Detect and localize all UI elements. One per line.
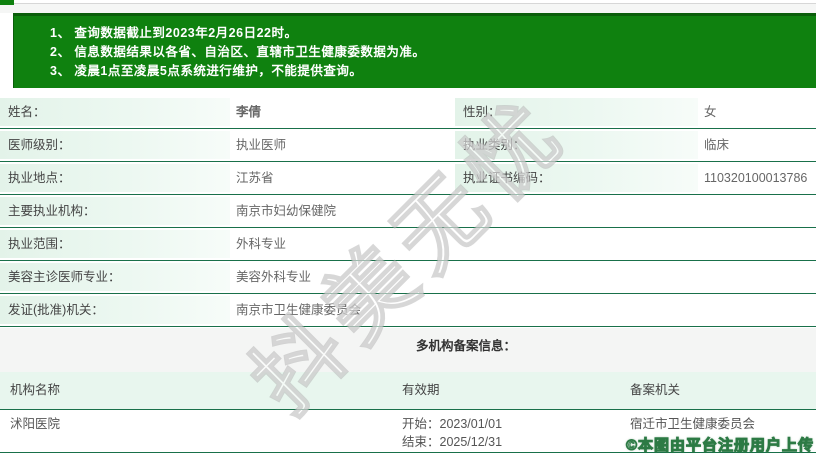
table-row-practice-scope: 执业范围： 外科专业 xyxy=(0,228,816,261)
certificate-number-value: 110320100013786 xyxy=(704,171,808,185)
table-row-main-institution: 主要执业机构： 南京市妇幼保健院 xyxy=(0,195,816,228)
doctor-level-value: 执业医师 xyxy=(236,138,287,152)
multi-org-data-row: 沭阳医院 开始：2023/01/01 结束：2025/12/31 宿迁市卫生健康… xyxy=(0,410,816,453)
top-background-strip xyxy=(0,4,816,13)
top-divider-line xyxy=(0,3,816,4)
practice-category-value: 临床 xyxy=(704,138,730,152)
gender-value: 女 xyxy=(704,105,717,119)
validity-end: 结束：2025/12/31 xyxy=(402,435,503,449)
cosmetic-specialty-label: 美容主诊医师专业： xyxy=(0,261,230,293)
notice-box: 1、 查询数据截止到2023年2月26日22时。 2、 信息数据结果以各省、自治… xyxy=(13,13,816,88)
table-row-cosmetic-specialty: 美容主诊医师专业： 美容外科专业 xyxy=(0,261,816,294)
validity-header: 有效期 xyxy=(402,383,440,397)
table-row-level-category: 医师级别： 执业医师 执业类别： 临床 xyxy=(0,129,816,162)
org-name-header: 机构名称 xyxy=(10,383,61,397)
main-institution-value: 南京市妇幼保健院 xyxy=(236,204,337,218)
notice-line-2: 2、 信息数据结果以各省、自治区、直辖市卫生健康委数据为准。 xyxy=(50,45,426,59)
practice-location-value: 江苏省 xyxy=(236,171,274,185)
filing-authority-value: 宿迁市卫生健康委员会 xyxy=(630,417,756,431)
validity-value: 开始：2023/01/01 结束：2025/12/31 xyxy=(390,410,620,452)
practice-scope-value: 外科专业 xyxy=(236,237,287,251)
issuing-authority-label: 发证(批准)机关： xyxy=(0,294,230,326)
cosmetic-specialty-value: 美容外科专业 xyxy=(236,270,312,284)
multi-org-header-row: 机构名称 有效期 备案机关 xyxy=(0,372,816,410)
org-name-value: 沭阳医院 xyxy=(10,417,61,431)
filing-authority-header: 备案机关 xyxy=(630,383,681,397)
doctor-level-label: 医师级别： xyxy=(0,129,230,161)
issuing-authority-value: 南京市卫生健康委员会 xyxy=(236,303,362,317)
multi-org-section-bar: 多机构备案信息： xyxy=(0,328,816,372)
table-row-issuing-authority: 发证(批准)机关： 南京市卫生健康委员会 xyxy=(0,294,816,327)
main-institution-label: 主要执业机构： xyxy=(0,195,230,227)
notice-line-1: 1、 查询数据截止到2023年2月26日22时。 xyxy=(50,26,298,40)
table-row-location-certno: 执业地点： 江苏省 执业证书编码： 110320100013786 xyxy=(0,162,816,195)
doctor-info-table: 姓名： 李倩 性别： 女 医师级别： 执业医师 执业类别： 临床 执业地点： 江… xyxy=(0,96,816,327)
validity-start: 开始：2023/01/01 xyxy=(402,417,503,431)
practice-category-label: 执业类别： xyxy=(455,129,698,161)
practice-location-label: 执业地点： xyxy=(0,162,230,194)
name-value: 李倩 xyxy=(236,105,262,119)
certificate-number-label: 执业证书编码： xyxy=(455,162,698,194)
name-label: 姓名： xyxy=(0,96,230,128)
top-left-accent xyxy=(0,0,14,5)
table-row-name-gender: 姓名： 李倩 性别： 女 xyxy=(0,96,816,129)
multi-org-section-title: 多机构备案信息： xyxy=(415,339,516,353)
practice-scope-label: 执业范围： xyxy=(0,228,230,260)
notice-line-3: 3、 凌晨1点至凌晨5点系统进行维护，不能提供查询。 xyxy=(50,64,363,78)
gender-label: 性别： xyxy=(455,96,698,128)
